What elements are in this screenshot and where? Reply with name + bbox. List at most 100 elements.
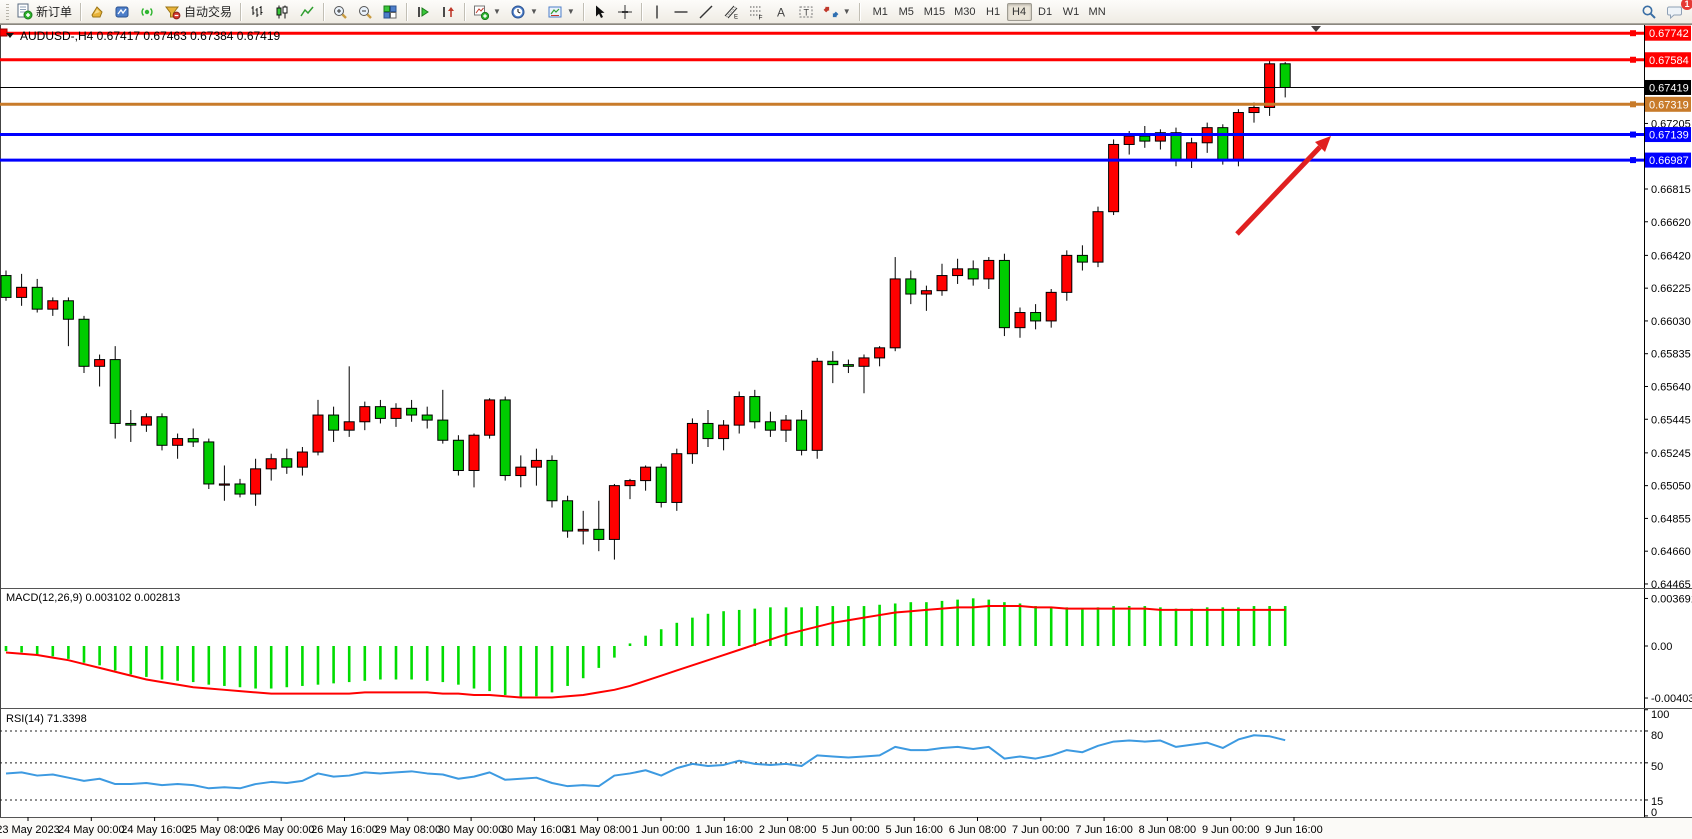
macd-label: MACD(12,26,9) 0.003102 0.002813	[6, 592, 180, 604]
hline-handle[interactable]	[1630, 101, 1636, 108]
signals-button[interactable]	[135, 2, 159, 22]
candle-bullish	[640, 466, 652, 482]
timeframe-button-d1[interactable]: D1	[1033, 3, 1058, 21]
candle-bullish	[172, 438, 184, 446]
candle-bullish	[889, 278, 901, 349]
bar-chart-button[interactable]	[245, 2, 269, 22]
candle-bullish	[858, 357, 870, 367]
candle-bearish	[749, 396, 761, 423]
cursor-button[interactable]	[588, 2, 612, 22]
price-badge	[1645, 152, 1691, 168]
candle-bullish	[686, 422, 698, 455]
text-icon: A	[777, 5, 785, 19]
time-axis-label: 26 May 16:00	[311, 824, 378, 836]
hline-handle[interactable]	[1630, 56, 1636, 63]
candle-bullish	[530, 459, 542, 468]
metaeditor-icon	[115, 6, 129, 17]
periods-button[interactable]: ▼	[506, 2, 542, 22]
search-button[interactable]	[1637, 2, 1661, 22]
candle-bullish	[874, 347, 886, 359]
toolbar-separator	[406, 2, 408, 21]
line-chart-button[interactable]	[295, 2, 319, 22]
candle-bearish	[562, 500, 574, 532]
hline-handle[interactable]	[1630, 131, 1636, 138]
auto-scroll-button[interactable]	[411, 2, 435, 22]
text-label-button[interactable]: T	[794, 2, 818, 22]
periods-icon	[511, 5, 525, 18]
time-axis-label: 2 Jun 08:00	[759, 824, 817, 836]
tile-windows-icon	[383, 5, 397, 18]
trendline-button[interactable]	[694, 2, 718, 22]
timeframe-button-m5[interactable]: M5	[894, 3, 919, 21]
timeframe-button-h4[interactable]: H4	[1006, 2, 1032, 21]
candle-bearish	[421, 414, 433, 421]
svg-text:-0.004037: -0.004037	[1651, 693, 1692, 705]
candle-bullish	[94, 359, 106, 367]
time-axis-label: 29 May 08:00	[374, 824, 441, 836]
timeframe-button-w1[interactable]: W1	[1059, 3, 1084, 21]
chart-canvas[interactable]: 0.672050.668150.666200.664200.662250.660…	[0, 24, 1692, 839]
candle-bearish	[187, 438, 199, 443]
new-order-button[interactable]: 新订单	[12, 2, 76, 22]
price-badge	[1645, 25, 1691, 41]
horizontal-line-button[interactable]	[669, 2, 693, 22]
candle-bullish	[1092, 211, 1104, 263]
candle-bullish	[1186, 142, 1198, 161]
notification-count-badge: 1	[1681, 0, 1692, 10]
svg-text:0.66420: 0.66420	[1651, 250, 1691, 262]
chart-shift-icon	[443, 6, 455, 17]
crosshair-button[interactable]	[613, 2, 637, 22]
hline-handle[interactable]	[1630, 30, 1636, 37]
chart-shift-button[interactable]	[436, 2, 460, 22]
symbol-dropdown-icon[interactable]	[6, 33, 14, 38]
text-button[interactable]: A	[769, 2, 793, 22]
candle-bearish	[125, 422, 137, 426]
indicators-button[interactable]: ▼	[469, 2, 505, 22]
candlestick-chart-icon	[276, 5, 288, 18]
zoom-in-button[interactable]	[328, 2, 352, 22]
zoom-out-button[interactable]	[353, 2, 377, 22]
auto-trading-label: 自动交易	[184, 5, 233, 19]
market-watch-button[interactable]	[85, 2, 109, 22]
toolbar-grip[interactable]	[6, 3, 9, 20]
timeframe-button-h1[interactable]: H1	[981, 3, 1006, 21]
svg-text:80: 80	[1651, 730, 1663, 742]
svg-text:E: E	[734, 14, 738, 20]
arrows-icon	[823, 6, 839, 17]
toolbar-separator	[582, 2, 584, 21]
candle-bullish	[1154, 132, 1166, 142]
templates-button[interactable]: ▼	[543, 2, 579, 22]
svg-text:100: 100	[1651, 709, 1669, 721]
text-label-icon: T	[799, 6, 813, 17]
candle-bearish	[702, 422, 714, 440]
timeframe-bar: M1 M5 M15 M30 H1 H4 D1 W1 MN	[868, 2, 1110, 21]
tile-windows-button[interactable]	[378, 2, 402, 22]
candlestick-chart-button[interactable]	[270, 2, 294, 22]
line-drag-handle[interactable]	[0, 28, 8, 37]
vertical-line-button[interactable]	[646, 2, 668, 22]
candle-bearish	[1030, 312, 1042, 322]
time-axis-label: 6 Jun 08:00	[949, 824, 1007, 836]
hline-handle[interactable]	[1630, 157, 1636, 164]
chart-shift-marker[interactable]	[1311, 26, 1321, 32]
equidistant-channel-button[interactable]: E	[719, 2, 743, 22]
timeframe-button-m1[interactable]: M1	[868, 3, 893, 21]
toolbar-separator	[323, 2, 325, 21]
svg-text:0.66620: 0.66620	[1651, 217, 1691, 229]
candle-bearish	[764, 421, 776, 431]
timeframe-button-m30[interactable]: M30	[950, 3, 979, 21]
metaeditor-button[interactable]	[110, 2, 134, 22]
arrow-annotation[interactable]	[1235, 136, 1331, 236]
timeframe-button-m15[interactable]: M15	[920, 3, 949, 21]
candle-bearish	[1279, 63, 1291, 88]
arrows-button[interactable]: ▼	[819, 2, 855, 22]
candle-bullish	[390, 407, 402, 419]
candle-bearish	[437, 419, 449, 441]
auto-trading-button[interactable]: 自动交易	[160, 2, 236, 22]
candle-bearish	[1170, 132, 1182, 161]
fibonacci-button[interactable]: F	[744, 2, 768, 22]
candle-bearish	[328, 414, 340, 431]
timeframe-button-mn[interactable]: MN	[1085, 3, 1110, 21]
svg-text:0.65835: 0.65835	[1651, 349, 1691, 361]
